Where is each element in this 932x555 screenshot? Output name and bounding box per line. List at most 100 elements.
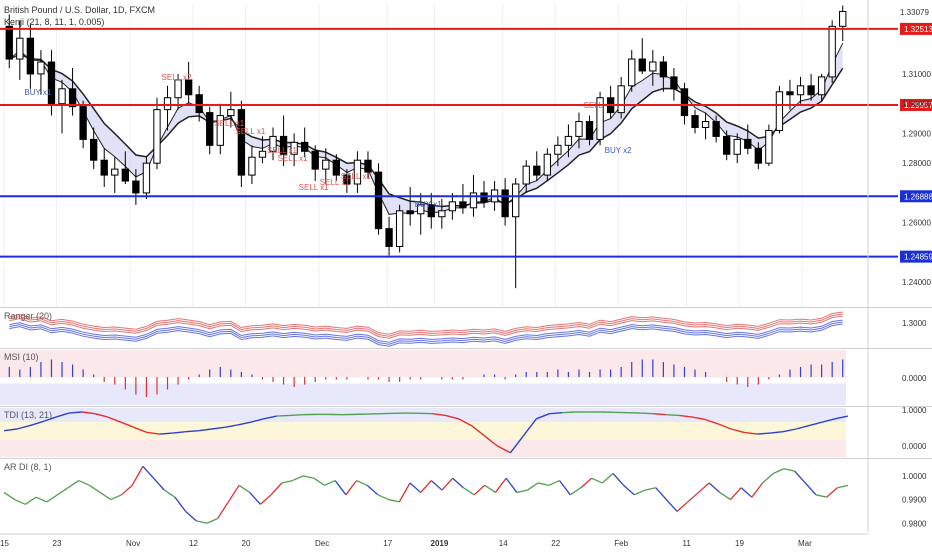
signal-label: BUY x1	[24, 88, 52, 97]
x-tick-label: Feb	[614, 539, 628, 548]
candle-body	[439, 211, 445, 217]
chart-legend: British Pound / U.S. Dollar, 1D, FXCM Ke…	[4, 4, 155, 28]
candle-body	[618, 86, 624, 113]
candle-body	[818, 77, 824, 95]
candle-body	[702, 122, 708, 128]
candle-body	[481, 193, 487, 202]
candle-body	[196, 95, 202, 113]
candle-body	[91, 139, 97, 160]
candle-body	[523, 166, 529, 184]
candle-body	[629, 59, 635, 86]
y-tick-label: 1.24000	[902, 278, 931, 287]
candle-body	[48, 62, 54, 104]
candle-body	[59, 89, 65, 104]
candle-body	[101, 160, 107, 175]
candle-body	[302, 142, 308, 151]
candle-body	[734, 139, 740, 154]
candle-body	[38, 62, 44, 74]
x-tick-label: 17	[383, 539, 392, 548]
x-tick-label: 12	[189, 539, 198, 548]
ardi-y-tick: 0.9800	[902, 519, 927, 528]
price-level-label: 1.32513	[904, 25, 932, 34]
candle-body	[133, 181, 139, 193]
candle-body	[386, 229, 392, 247]
candle-body	[681, 89, 687, 116]
candle-body	[766, 130, 772, 163]
tdi-segment	[666, 415, 679, 416]
candle-body	[185, 80, 191, 95]
candle-body	[375, 172, 381, 229]
candle-body	[713, 122, 719, 137]
msi-lower-band	[0, 384, 846, 406]
x-tick-label: Nov	[126, 539, 140, 548]
candle-body	[249, 157, 255, 175]
price-level-label: 1.24859	[904, 253, 932, 262]
ardi-y-tick: 0.9900	[902, 496, 927, 505]
candle-body	[555, 145, 561, 154]
candle-body	[544, 154, 550, 175]
candle-body	[175, 80, 181, 98]
signal-label: BUY x1	[415, 200, 443, 209]
candle-body	[143, 163, 149, 193]
candle-body	[660, 62, 666, 77]
candle-body	[122, 169, 128, 181]
candle-body	[534, 166, 540, 175]
candle-body	[407, 211, 413, 214]
y-tick-label: 1.33079	[900, 8, 929, 17]
signal-label: SELL x1	[278, 154, 308, 163]
candle-body	[207, 113, 213, 146]
candle-body	[565, 136, 571, 145]
msi-title: MSI (10)	[4, 352, 39, 362]
y-tick-label: 1.28000	[902, 159, 931, 168]
tdi-lower-band	[0, 440, 846, 457]
x-tick-label: Dec	[315, 539, 329, 548]
candle-body	[449, 202, 455, 211]
indicator-title: Kenji (21, 8, 11, 1, 0.005)	[4, 16, 155, 28]
candle-body	[259, 151, 265, 157]
candle-body	[17, 38, 23, 59]
x-tick-label: 23	[53, 539, 62, 548]
tdi-upper-band	[0, 408, 846, 422]
ranger-y-tick: 1.3000	[902, 319, 927, 328]
candle-body	[745, 139, 751, 148]
ardi-y-tick: 1.0000	[902, 472, 927, 481]
x-tick-label: 11	[683, 539, 692, 548]
candle-body	[639, 59, 645, 71]
candle-body	[80, 107, 86, 140]
x-tick-label: 2019	[431, 539, 449, 548]
msi-upper-band	[0, 350, 846, 378]
candle-body	[576, 122, 582, 137]
ardi-title: AR DI (8, 1)	[4, 462, 52, 472]
candle-body	[333, 160, 339, 175]
y-tick-label: 1.26000	[902, 219, 931, 228]
candle-body	[470, 193, 476, 208]
candle-body	[808, 86, 814, 95]
y-tick-label: 1.31000	[902, 70, 931, 79]
x-tick-label: Mar	[798, 539, 812, 548]
signal-label: BUY x2	[605, 146, 633, 155]
tdi-segment	[562, 412, 575, 413]
candle-body	[724, 136, 730, 154]
price-level-label: 1.26888	[904, 192, 932, 201]
candle-body	[797, 86, 803, 95]
signal-label: SELL x1	[341, 172, 371, 181]
tdi-title: TDI (13, 21)	[4, 410, 52, 420]
candle-body	[154, 110, 160, 164]
tdi-segment	[290, 415, 303, 416]
candle-body	[755, 148, 761, 163]
candle-body	[228, 110, 234, 116]
signal-label: SELL x1	[235, 127, 265, 136]
x-tick-label: 19	[735, 539, 744, 548]
y-tick-label: 1.30000	[902, 100, 931, 109]
x-tick-label: 20	[242, 539, 251, 548]
tdi-segment	[640, 413, 653, 414]
candle-body	[829, 26, 835, 77]
candle-body	[323, 160, 329, 169]
msi-y-tick: 0.0000	[902, 374, 927, 383]
candle-body	[650, 62, 656, 71]
candle-body	[312, 151, 318, 169]
candle-body	[586, 122, 592, 140]
